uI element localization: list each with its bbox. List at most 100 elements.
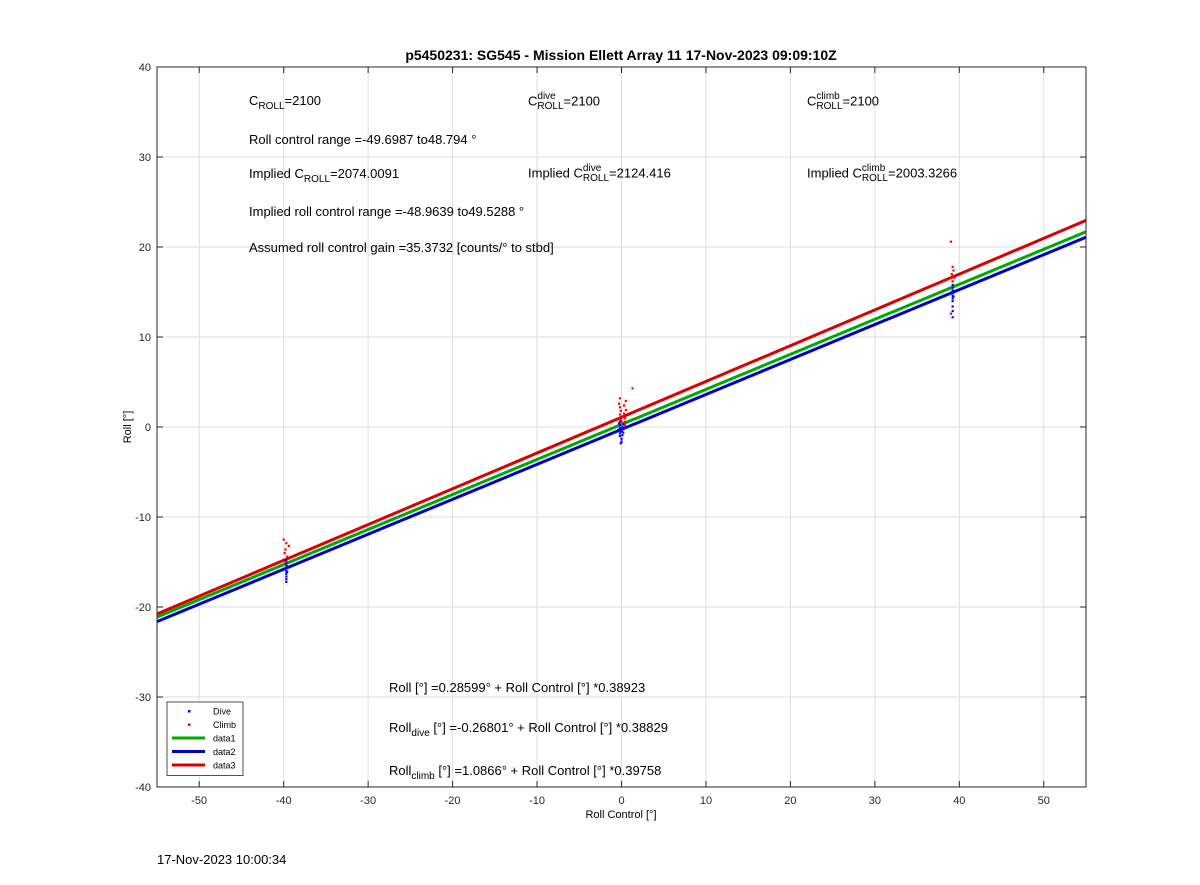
legend-marker-climb (188, 723, 191, 726)
point-climb (952, 269, 955, 272)
point-climb (286, 555, 289, 558)
point-climb (949, 276, 952, 279)
point-dive (285, 578, 288, 581)
point-climb (624, 399, 627, 403)
point-dive (951, 289, 954, 292)
point-dive (622, 423, 625, 426)
point-climb (623, 420, 627, 423)
point-climb (622, 415, 625, 418)
roll-range-annotation: Roll control range =-49.6987 to48.794 ° (249, 132, 477, 147)
point-climb (287, 544, 290, 547)
equation-dive: Rolldive [°] =-0.26801° + Roll Control [… (389, 720, 668, 739)
point-dive (951, 309, 954, 313)
point-dive (952, 291, 955, 294)
point-climb (953, 276, 956, 279)
point-climb (282, 538, 285, 541)
legend: Dive Climb data1 data2 data3 (166, 701, 244, 776)
x-tick-label: 40 (953, 795, 965, 807)
point-climb (951, 280, 954, 283)
point-dive (618, 424, 622, 427)
x-tick-label: 30 (869, 795, 881, 807)
implied-range-annotation: Implied roll control range =-48.9639 to4… (249, 204, 525, 219)
legend-label: Climb (213, 720, 236, 730)
x-tick-label: -40 (276, 795, 292, 807)
y-tick-label: -10 (135, 512, 151, 524)
point-dive (621, 434, 624, 437)
point-climb (617, 402, 621, 405)
x-tick-label: 0 (618, 795, 624, 807)
point-climb (620, 420, 623, 423)
y-tick-label: 40 (139, 62, 151, 74)
point-climb (617, 417, 621, 420)
y-tick-label: -20 (135, 602, 151, 614)
axis-ticks: -50 -40 -30 -20 -10 0 10 20 30 40 50 -40 -30 -20 -10 0 1… (135, 62, 1086, 807)
point-dive (286, 570, 289, 574)
point-dive (285, 575, 288, 578)
point-climb (618, 406, 622, 409)
fit-line-data2 (156, 235, 1087, 624)
x-axis-label: Roll Control [°] (585, 809, 656, 821)
point-dive (621, 426, 624, 429)
point-dive (952, 295, 955, 298)
y-tick-label: 20 (139, 242, 151, 254)
point-dive (622, 431, 625, 434)
point-dive (951, 316, 954, 319)
x-tick-label: -50 (191, 795, 207, 807)
footer-timestamp: 17-Nov-2023 10:00:34 (157, 852, 287, 867)
point-dive (620, 437, 623, 440)
gain-annotation: Assumed roll control gain =35.3732 [coun… (249, 240, 554, 255)
y-tick-label: 0 (145, 422, 151, 434)
x-tick-label: -20 (445, 795, 461, 807)
c-roll-annotation: CROLL=2100 (249, 93, 322, 112)
point-dive (951, 283, 954, 286)
point-climb (284, 561, 287, 564)
y-tick-label: -40 (135, 782, 151, 794)
point-climb (283, 552, 286, 555)
point-climb (619, 409, 622, 412)
point-climb (950, 273, 953, 276)
point-dive (620, 440, 623, 443)
y-tick-label: -30 (135, 692, 151, 704)
fit-lines (156, 219, 1087, 624)
point-climb (951, 265, 954, 268)
equation-all: Roll [°] =0.28599° + Roll Control [°] *0… (389, 680, 646, 695)
fit-line-data3 (156, 219, 1087, 616)
point-dive (620, 430, 623, 433)
point-dive (285, 559, 288, 562)
x-tick-label: -30 (360, 795, 376, 807)
point-dive (951, 297, 954, 300)
point-dive (951, 305, 954, 308)
point-climb (949, 312, 953, 315)
point-climb (949, 240, 953, 243)
legend-label: Dive (213, 707, 231, 717)
implied-c-roll-annotation: Implied CROLL=2074.0091 (249, 166, 400, 185)
point-dive (617, 422, 621, 425)
point-dive (618, 429, 622, 432)
point-dive (618, 426, 622, 430)
scatter-points (282, 240, 956, 583)
x-tick-label: 20 (784, 795, 796, 807)
equation-climb: Rollclimb [°] =1.0866° + Roll Control [°… (389, 763, 662, 782)
x-tick-label: 10 (700, 795, 712, 807)
point-dive (619, 442, 622, 445)
point-dive (286, 565, 289, 568)
point-climb (284, 548, 287, 551)
point-climb (631, 387, 634, 390)
point-dive (285, 567, 288, 570)
point-climb (285, 542, 288, 545)
point-climb (623, 404, 626, 407)
point-dive (618, 432, 622, 435)
point-dive (285, 572, 288, 575)
point-dive (951, 286, 954, 289)
legend-marker-dive (188, 710, 191, 713)
point-dive (617, 428, 620, 431)
point-climb (623, 417, 627, 420)
point-climb (618, 397, 622, 400)
point-climb (623, 424, 627, 427)
point-dive (618, 420, 622, 423)
x-tick-label: 50 (1038, 795, 1050, 807)
